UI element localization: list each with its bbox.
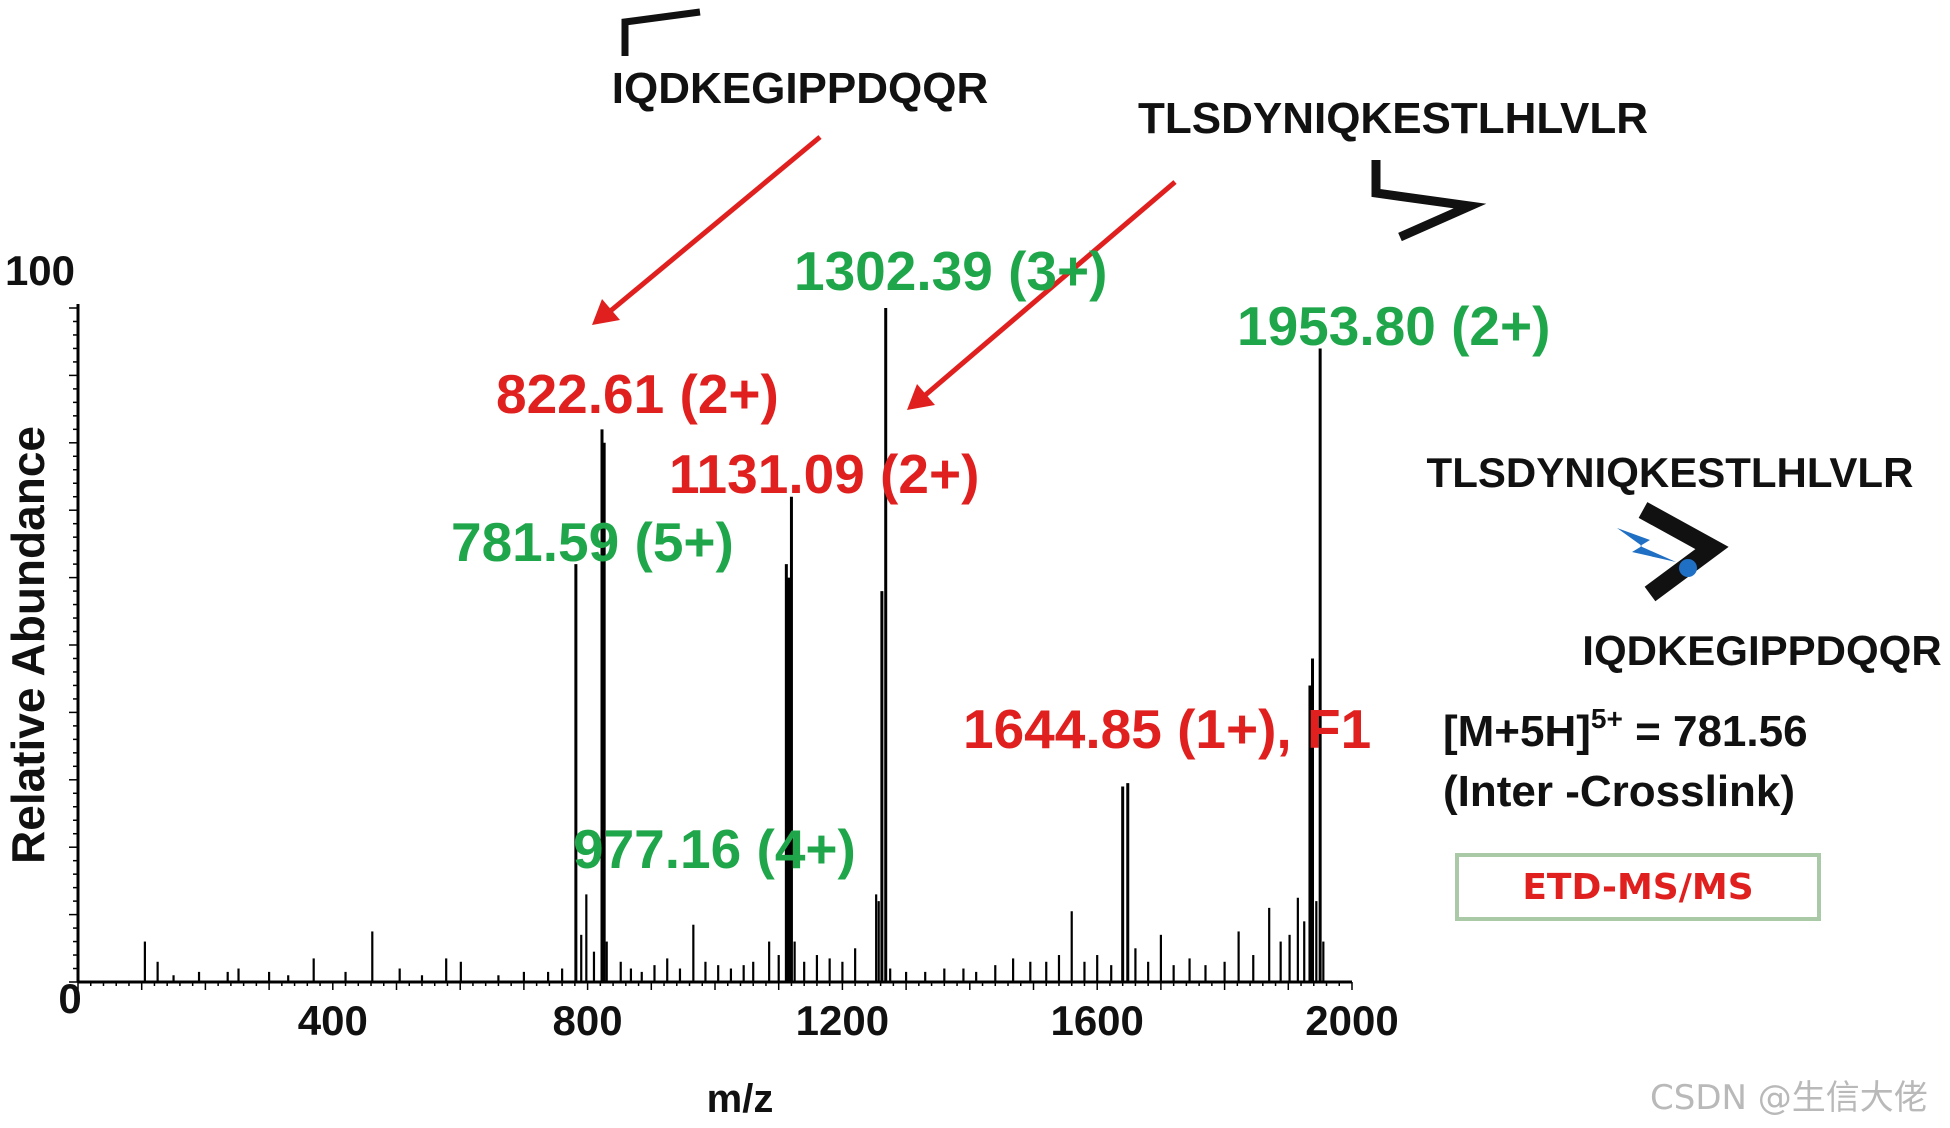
peptide-top-left: IQDKEGIPPDQQR (612, 64, 989, 113)
label-1953: 1953.80 (2+) (1237, 295, 1550, 357)
y-axis-label: Relative Abundance (2, 426, 54, 864)
precursor-charge: 5+ (1591, 703, 1623, 734)
peak-labels: 1302.39 (3+) 1953.80 (2+) 822.61 (2+) 11… (451, 240, 1550, 880)
crosslink-bracket-top (621, 8, 701, 56)
precursor-prefix: [M+5H] (1443, 707, 1591, 756)
x-tick-label-2000: 2000 (1305, 997, 1398, 1044)
axes-layer: 0 400 800 1200 1600 2000 100 (5, 247, 1399, 1044)
x-axis-label: m/z (707, 1077, 774, 1121)
peptide-top-right: TLSDYNIQKESTLHLVLR (1138, 94, 1648, 143)
method-label: ETD-MS/MS (1522, 866, 1754, 908)
label-1302: 1302.39 (3+) (794, 240, 1107, 302)
precursor-value: = 781.56 (1623, 707, 1808, 756)
y-tick-label-100: 100 (5, 247, 75, 294)
watermark: CSDN @生信大佬 (1650, 1078, 1928, 1118)
arrow-to-822 (606, 135, 822, 315)
precursor-mass: [M+5H]5+ = 781.56 (1443, 703, 1808, 756)
peaks-layer (143, 308, 1325, 982)
label-781: 781.59 (5+) (451, 511, 734, 573)
x-tick-label-1200: 1200 (796, 997, 889, 1044)
top-right-peptide-diagram: TLSDYNIQKESTLHLVLR (1138, 94, 1648, 242)
arrow-to-1131 (921, 180, 1177, 399)
precursor-type: (Inter -Crosslink) (1443, 767, 1795, 816)
etd-lightning-icon (1617, 528, 1676, 562)
label-977: 977.16 (4+) (573, 818, 856, 880)
crosslink-schematic: TLSDYNIQKESTLHLVLR IQDKEGIPPDQQR [M+5H]5… (1427, 449, 1942, 816)
x-tick-label-0: 0 (58, 975, 81, 1022)
crosslink-bracket-right (1371, 160, 1487, 242)
cleavage-site-icon (1679, 559, 1697, 577)
x-tick-label-400: 400 (298, 997, 368, 1044)
crosslink-linker (1638, 502, 1729, 602)
crosslink-peptide-1: TLSDYNIQKESTLHLVLR (1427, 449, 1914, 496)
arrowhead-1131 (907, 384, 935, 410)
crosslink-peptide-2: IQDKEGIPPDQQR (1582, 627, 1941, 674)
label-822: 822.61 (2+) (496, 363, 779, 425)
x-tick-label-800: 800 (553, 997, 623, 1044)
arrowhead-822 (592, 299, 620, 325)
x-tick-label-1600: 1600 (1050, 997, 1143, 1044)
label-1644: 1644.85 (1+), F1 (963, 698, 1371, 760)
label-1131: 1131.09 (2+) (669, 443, 979, 505)
method-label-box: ETD-MS/MS (1455, 853, 1821, 921)
top-left-peptide-diagram: IQDKEGIPPDQQR (612, 8, 989, 113)
arrows (592, 135, 1177, 410)
